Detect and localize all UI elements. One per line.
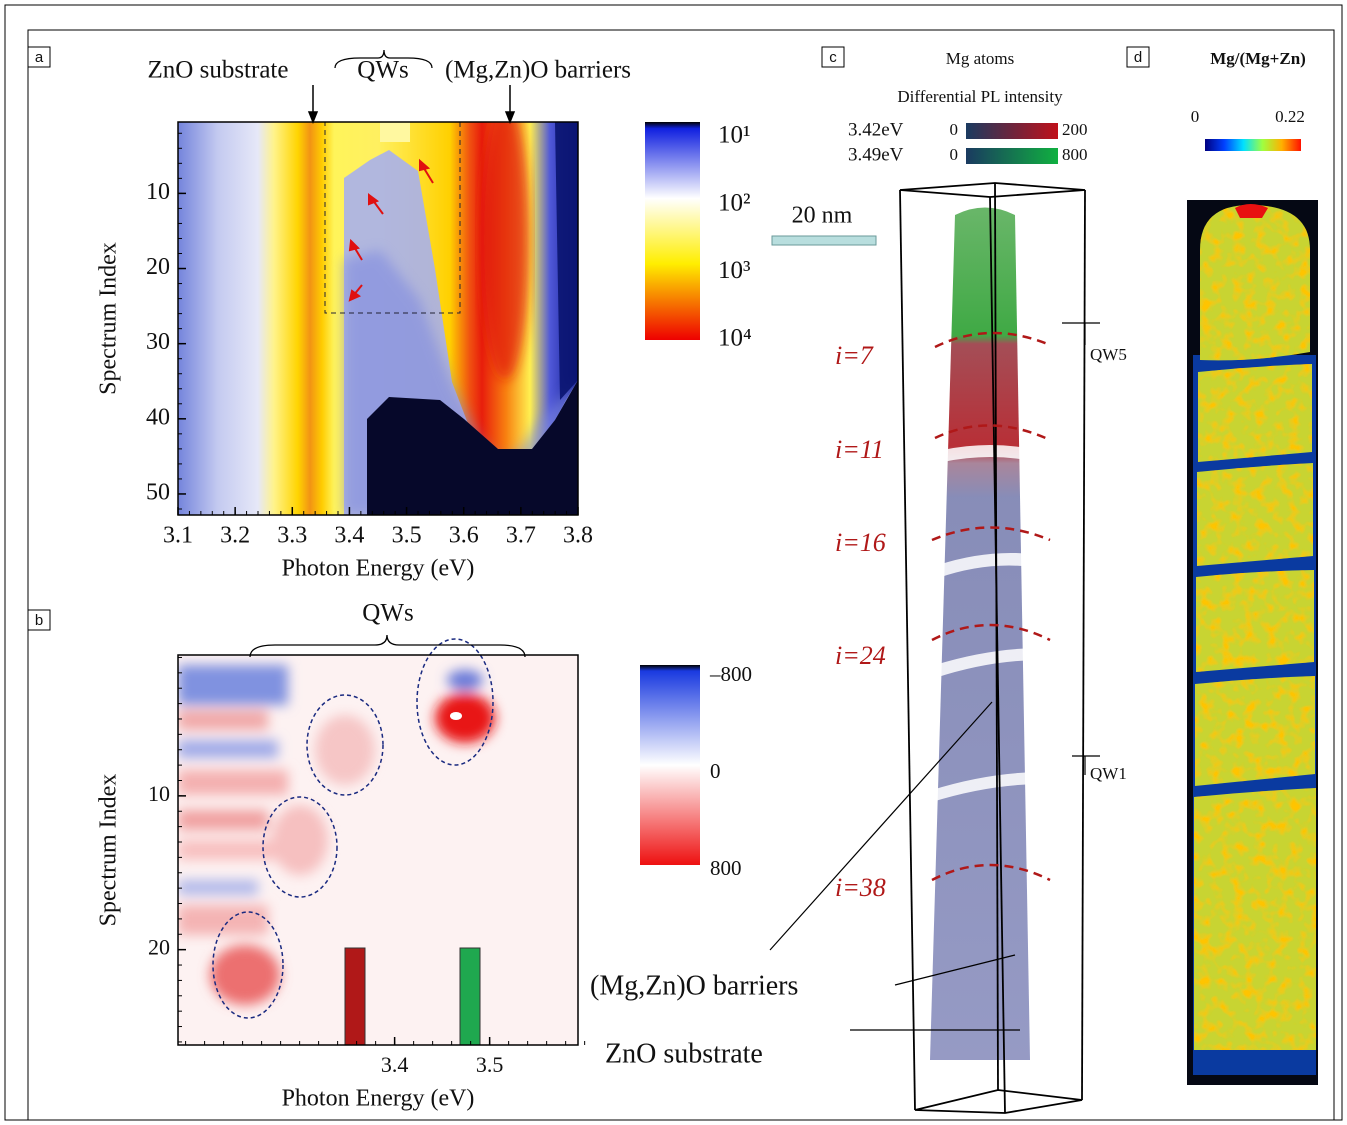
qw-label: QW5	[1090, 345, 1127, 364]
x-tick-label: 3.2	[220, 523, 250, 549]
y-tick-label: 10	[148, 781, 170, 806]
panel-label: c	[829, 49, 837, 66]
label-box	[1126, 46, 1150, 68]
x-tick-label: 3.5	[392, 523, 422, 549]
panel-label: a	[35, 49, 44, 66]
legend-min: 0	[950, 120, 959, 139]
plot-frame	[177, 654, 579, 1046]
legend-bar	[966, 148, 1058, 164]
arrows	[348, 158, 434, 302]
index-label: i=7	[835, 341, 874, 370]
index-label: i=16	[835, 528, 886, 557]
colorbar-label: 0.22	[1275, 107, 1305, 126]
colorbar	[640, 665, 700, 865]
x-tick-label: 3.8	[563, 523, 593, 549]
energy-marker	[459, 947, 481, 1046]
x-tick-label: 3.5	[476, 1052, 504, 1077]
y-tick-label: 30	[146, 329, 170, 355]
panel-label: b	[35, 612, 43, 629]
tomogram	[930, 207, 1044, 1060]
annotation: ZnO substrate	[605, 1038, 763, 1069]
y-tick-label: 50	[146, 479, 170, 505]
x-axis-label: Photon Energy (eV)	[282, 556, 475, 582]
colorbar-label: 0	[1191, 107, 1200, 126]
panel-title: Mg atoms	[946, 49, 1014, 68]
colorbar-label: 10¹	[718, 122, 751, 149]
panel-label: d	[1134, 49, 1142, 66]
leader-lines	[769, 322, 1100, 1031]
legend-bar	[966, 123, 1058, 139]
plot-frame	[177, 121, 579, 516]
inner-frame	[27, 29, 1335, 1121]
label-box	[27, 609, 51, 631]
scale-label: 20 nm	[792, 203, 853, 229]
colorbar-label: 800	[710, 856, 742, 880]
annotation: QWs	[362, 600, 413, 627]
qw-arcs	[931, 331, 1051, 882]
brace	[334, 49, 433, 69]
colorbar	[645, 122, 700, 340]
x-tick-label: 3.4	[334, 523, 364, 549]
x-tick-label: 3.4	[381, 1052, 409, 1077]
top-arrows	[307, 85, 516, 125]
axes: 3.1 3.2 3.3 3.4 3.5 3.6 3.7 3.8 10 20 30 40 50 Photon…	[96, 121, 752, 1112]
composition-map	[1187, 200, 1318, 1085]
scale-bar	[771, 235, 877, 246]
annotation: QWs	[357, 57, 408, 84]
y-tick-label: 10	[146, 179, 170, 205]
panel-subtitle: Differential PL intensity	[897, 87, 1063, 106]
colorbar-label: 0	[710, 759, 721, 783]
colorbar-label: 10³	[718, 257, 751, 284]
x-tick-label: 3.3	[277, 523, 307, 549]
annotation: (Mg,Zn)O barriers	[590, 970, 798, 1001]
legend-max: 200	[1062, 120, 1088, 139]
index-label: i=24	[835, 641, 886, 670]
index-label: i=11	[835, 435, 884, 464]
brace	[249, 634, 526, 658]
legend-min: 0	[950, 145, 959, 164]
ellipses	[212, 638, 494, 1019]
colorbar-label: 10⁴	[718, 325, 752, 352]
energy-marker	[344, 947, 366, 1046]
label-box	[821, 46, 845, 68]
panel-title: Mg/(Mg+Zn)	[1210, 49, 1306, 68]
x-tick-label: 3.1	[163, 523, 193, 549]
y-axis-label: Spectrum Index	[96, 242, 122, 395]
annotation: (Mg,Zn)O barriers	[445, 57, 631, 84]
heatmap-b	[178, 655, 578, 1045]
y-tick-label: 20	[146, 254, 170, 280]
bounding-box	[899, 182, 1086, 1114]
colorbar-label: 10²	[718, 189, 751, 216]
heatmap-a	[178, 122, 578, 515]
label-box	[27, 46, 51, 68]
y-tick-label: 40	[146, 404, 170, 430]
x-tick-label: 3.6	[449, 523, 479, 549]
colorbar-label: –800	[709, 662, 752, 686]
annotation: ZnO substrate	[148, 57, 289, 84]
y-tick-label: 20	[148, 935, 170, 960]
colorbar	[1205, 139, 1301, 151]
y-axis-label: Spectrum Index	[96, 774, 122, 927]
legend-label: 3.42eV	[848, 119, 904, 140]
indices: i=7 i=11 i=16 i=24 i=38	[835, 341, 886, 902]
x-axis-label: Photon Energy (eV)	[282, 1086, 475, 1112]
legend-max: 800	[1062, 145, 1088, 164]
legend-label: 3.49eV	[848, 144, 904, 165]
index-label: i=38	[835, 873, 886, 902]
qw-label: QW1	[1090, 764, 1127, 783]
x-tick-label: 3.7	[506, 523, 536, 549]
